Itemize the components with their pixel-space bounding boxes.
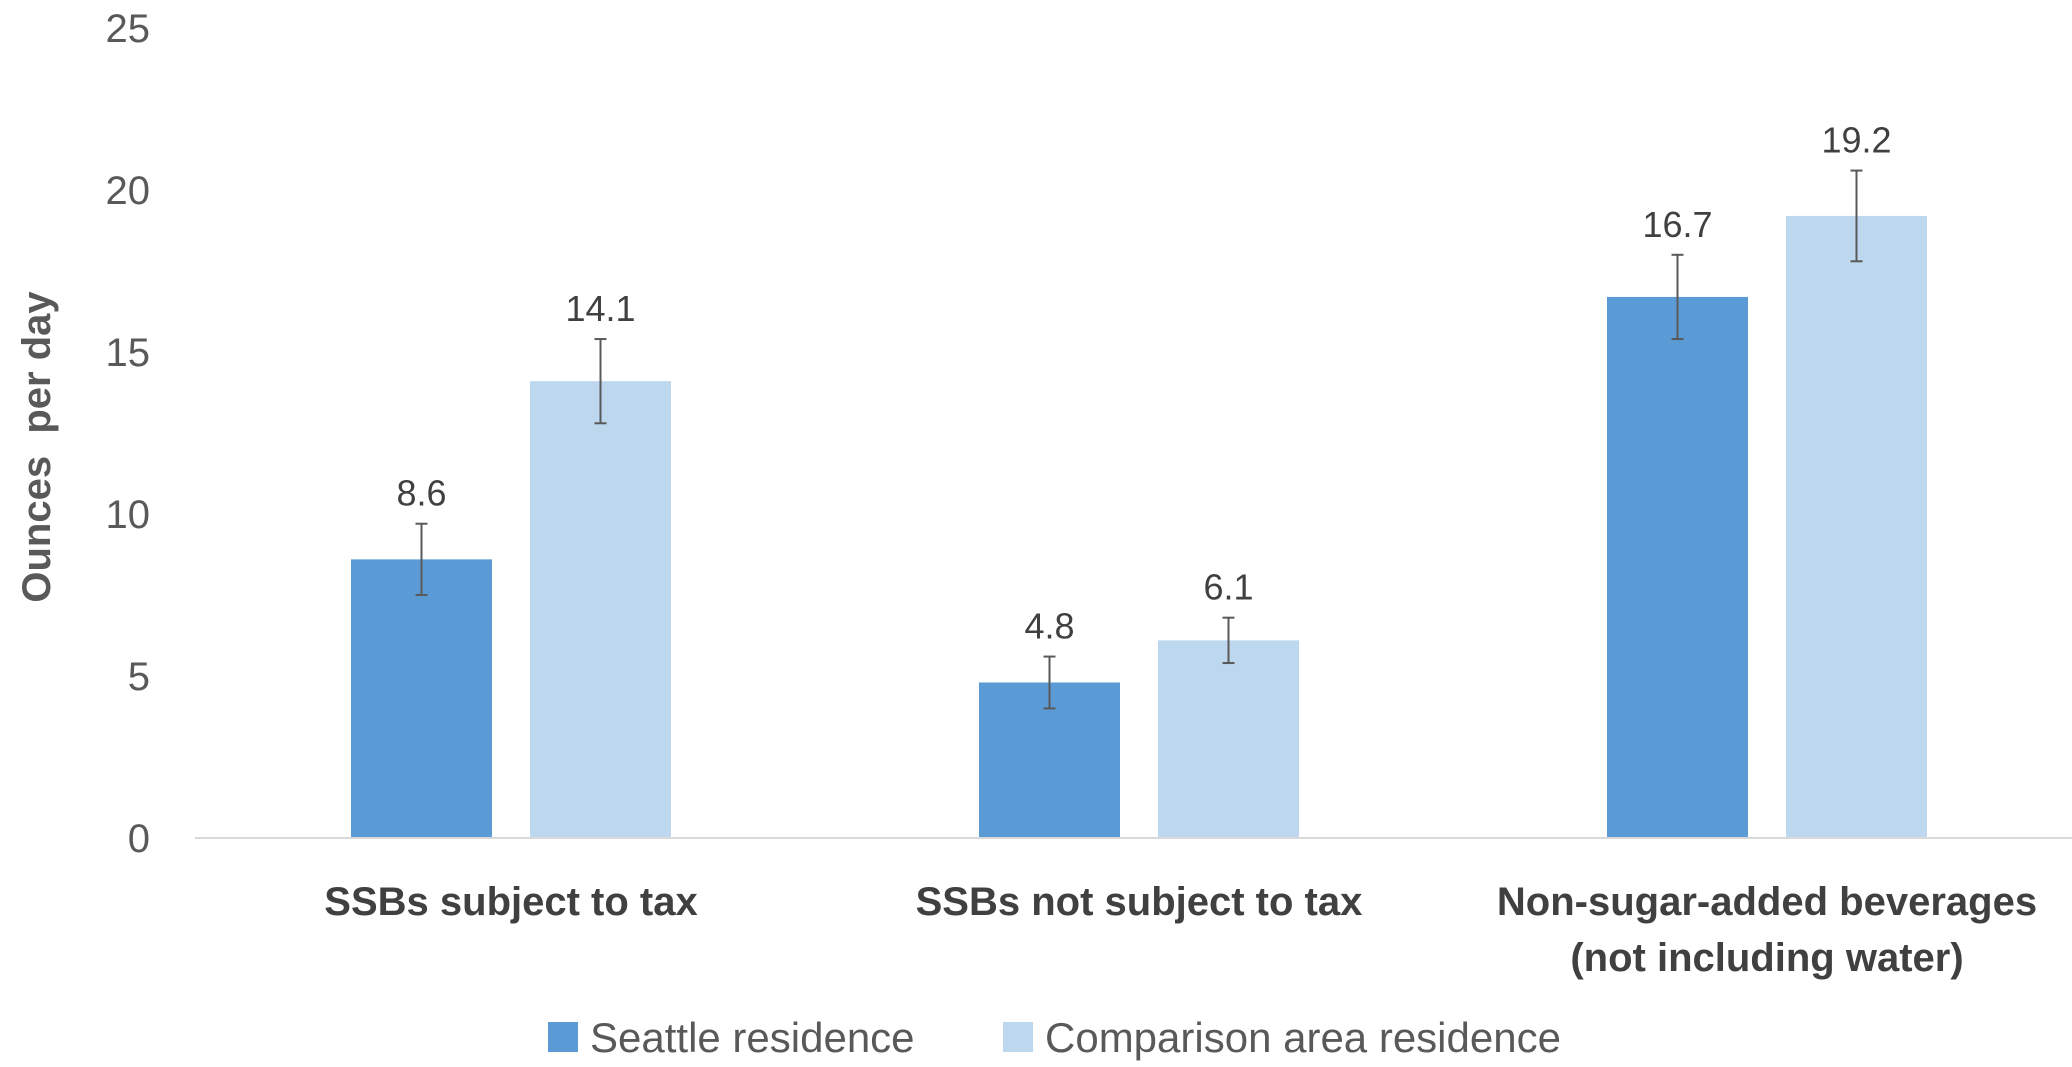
data-label: 14.1 [565,288,635,329]
y-tick-label: 25 [106,7,151,51]
data-label: 4.8 [1024,606,1074,647]
data-label: 16.7 [1642,204,1712,245]
category-label: SSBs subject to tax [324,880,697,924]
legend-label: Seattle residence [590,1014,915,1061]
data-label: 6.1 [1203,567,1253,608]
legend-swatch [548,1022,578,1052]
data-label: 8.6 [396,473,446,514]
error-bars [415,169,1863,710]
category-label: (not including water) [1570,936,1963,980]
y-tick-label: 0 [128,817,150,861]
y-tick-label: 10 [106,493,151,537]
y-tick-label: 5 [128,655,150,699]
data-label: 19.2 [1821,120,1891,161]
data-labels: 8.6 14.1 4.8 6.1 16.7 19.2 [396,120,1891,647]
legend-label: Comparison area residence [1045,1014,1561,1061]
category-labels: SSBs subject to tax SSBs not subject to t… [324,880,2037,980]
category-label: Non-sugar-added beverages [1497,880,2037,924]
bar-comparison [1158,640,1299,838]
y-tick-label: 15 [106,331,151,375]
bar-comparison [1786,215,1927,839]
category-label: SSBs not subject to tax [916,880,1363,924]
bars [351,215,1927,839]
legend-swatch [1003,1022,1033,1052]
legend: Seattle residence Comparison area residen… [548,1014,1561,1061]
bar-seattle [1607,296,1748,838]
bar-comparison [530,381,671,838]
bar-seattle [351,559,492,838]
y-axis-title-group: Ounces per day [15,291,59,603]
y-axis-ticks: 0 5 10 15 20 25 [106,7,151,861]
y-axis-title: Ounces per day [15,291,59,603]
y-tick-label: 20 [106,169,151,213]
